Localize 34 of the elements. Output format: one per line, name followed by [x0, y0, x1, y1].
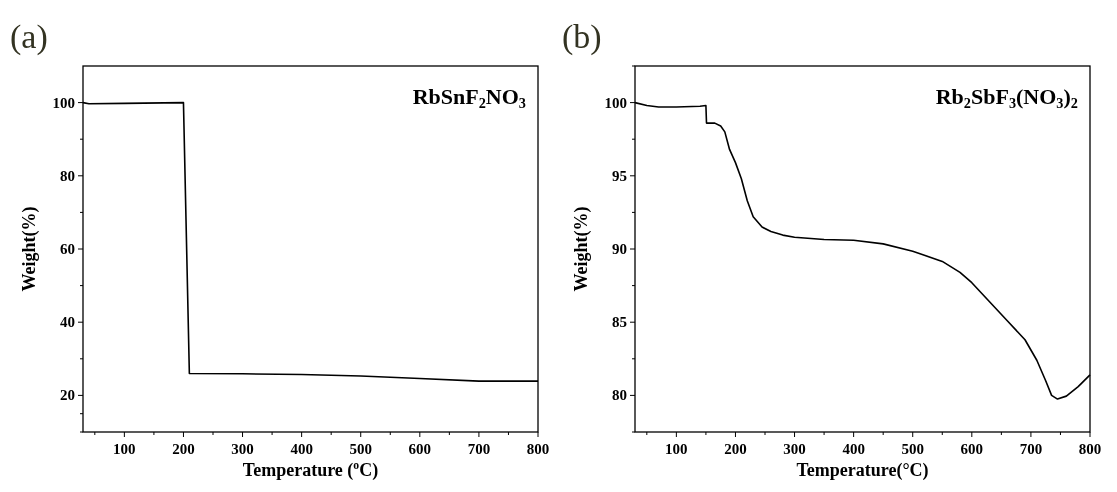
annotation: Rb$_{2}$SbF$_{3}$(NO$_{3}$)$_{2}$ [935, 84, 1078, 112]
x-tick-label: 600 [408, 441, 432, 457]
y-tick-label: 95 [612, 167, 627, 184]
x-axis-title: Temperature ($^{o}$C) [242, 458, 379, 481]
chart-title: (b) [562, 18, 602, 56]
y-axis-title: Weight(%) [19, 206, 40, 292]
x-tick-label: 700 [467, 441, 491, 457]
annotation: RbSnF$_{2}$NO$_{3}$ [412, 84, 526, 112]
chart-title: (a) [10, 18, 48, 56]
x-tick-label: 500 [349, 441, 372, 457]
x-tick-label: 300 [231, 441, 254, 457]
y-tick-label: 80 [612, 387, 627, 404]
x-tick-label: 100 [113, 441, 136, 457]
y-tick-label: 60 [60, 241, 75, 257]
x-tick-label: 100 [665, 441, 688, 457]
y-tick-label: 20 [60, 387, 75, 404]
x-tick-label: 700 [1019, 441, 1043, 457]
y-axis-title: Weight(%) [571, 206, 592, 292]
x-tick-label: 200 [724, 441, 747, 457]
x-tick-label: 600 [960, 441, 984, 457]
x-tick-label: 500 [901, 441, 924, 457]
x-tick-label: 800 [526, 441, 550, 457]
y-tick-label: 80 [60, 167, 75, 184]
x-tick-label: 400 [842, 441, 865, 457]
y-tick-label: 40 [60, 314, 75, 331]
x-tick-label: 300 [783, 441, 806, 457]
x-tick-label: 400 [290, 441, 313, 457]
y-tick-label: 85 [612, 314, 627, 331]
y-tick-label: 100 [604, 94, 627, 111]
x-axis-title: Temperature(°C) [796, 460, 929, 481]
x-tick-label: 800 [1078, 441, 1102, 457]
x-tick-label: 200 [172, 441, 195, 457]
y-tick-label: 100 [52, 94, 75, 111]
y-tick-label: 90 [612, 241, 627, 257]
